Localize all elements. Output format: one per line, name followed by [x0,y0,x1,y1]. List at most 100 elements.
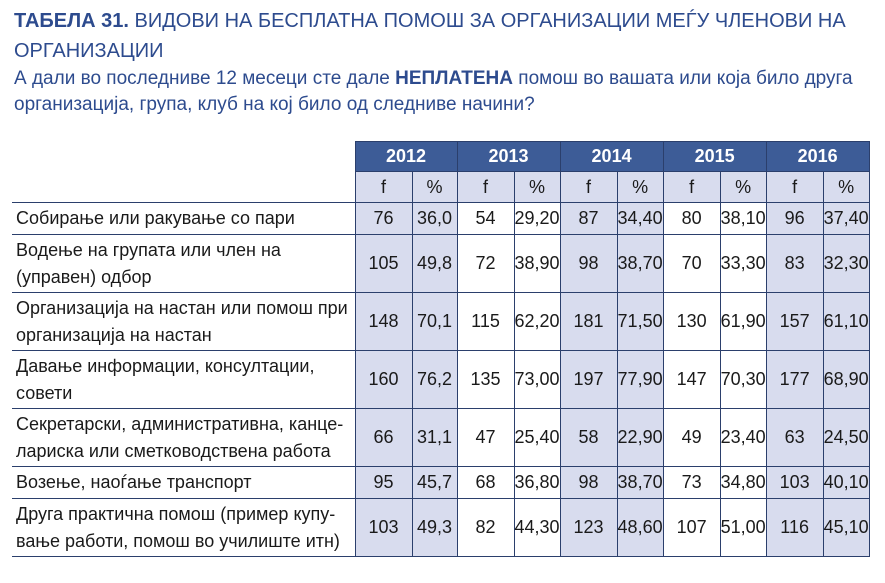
row-label: Собирање или ракување со пари [12,202,356,235]
percent-cell: 49,8 [411,234,458,293]
percent-cell: 38,90 [513,234,561,293]
frequency-cell: 197 [559,350,618,409]
year-header-cell: 2012 [354,141,458,172]
frequency-cell: 49 [662,408,721,467]
year-header-cell: 2016 [765,141,870,172]
frequency-header-cell: f [559,171,618,203]
table-row: Водење на групата или член на (управен) … [12,234,870,293]
sub-header-row: f % f % f % f % f % [12,171,870,203]
question-emphasis: НЕПЛАТЕНА [395,68,514,89]
percent-cell: 34,80 [719,466,767,499]
frequency-cell: 80 [662,202,721,235]
percent-cell: 34,40 [616,202,664,235]
percent-cell: 25,40 [513,408,561,467]
row-label: Водење на групата или член на (управен) … [12,234,356,293]
frequency-header-cell: f [456,171,515,203]
percent-cell: 71,50 [616,292,664,351]
percent-header-cell: % [616,171,664,203]
data-table: 2012 2013 2014 2015 2016 f % f % f % f %… [12,141,870,557]
percent-cell: 77,90 [616,350,664,409]
frequency-cell: 83 [765,234,824,293]
frequency-cell: 107 [662,498,721,557]
frequency-cell: 123 [559,498,618,557]
percent-cell: 36,80 [513,466,561,499]
frequency-cell: 47 [456,408,515,467]
table-question: А дали во последниве 12 месеци сте дале … [14,66,874,118]
frequency-cell: 73 [662,466,721,499]
percent-header-cell: % [411,171,458,203]
frequency-cell: 54 [456,202,515,235]
row-label: Друга практична помош (пример купу­вање … [12,498,356,557]
frequency-cell: 105 [354,234,413,293]
table-row: Возење, наоѓање транспорт 95 45,7 68 36,80 98… [12,466,870,499]
row-label: Давање информации, консултации, совети [12,350,356,409]
percent-cell: 29,20 [513,202,561,235]
percent-cell: 33,30 [719,234,767,293]
year-header-cell: 2015 [662,141,767,172]
frequency-header-cell: f [765,171,824,203]
row-label: Организација на настан или помош при орг… [12,292,356,351]
frequency-cell: 103 [354,498,413,557]
percent-cell: 38,70 [616,234,664,293]
row-label: Возење, наоѓање транспорт [12,466,356,499]
frequency-cell: 66 [354,408,413,467]
frequency-header-cell: f [354,171,413,203]
frequency-cell: 115 [456,292,515,351]
year-header-cell: 2014 [559,141,664,172]
frequency-cell: 98 [559,234,618,293]
header-blank-cell [12,142,355,172]
frequency-cell: 103 [765,466,824,499]
frequency-cell: 130 [662,292,721,351]
percent-cell: 32,30 [822,234,870,293]
percent-cell: 70,30 [719,350,767,409]
percent-cell: 38,10 [719,202,767,235]
question-text-start: А дали во последниве 12 месеци сте дале [14,68,396,89]
table-row: Друга практична помош (пример купу­вање … [12,498,870,557]
percent-cell: 45,10 [822,498,870,557]
percent-header-cell: % [719,171,767,203]
frequency-cell: 148 [354,292,413,351]
table-title-text: ВИДОВИ НА БЕСПЛАТНА ПОМОШ ЗА ОРГАНИЗАЦИИ… [14,10,846,62]
percent-cell: 40,10 [822,466,870,499]
percent-cell: 48,60 [616,498,664,557]
frequency-cell: 96 [765,202,824,235]
percent-cell: 44,30 [513,498,561,557]
frequency-cell: 63 [765,408,824,467]
table-title: ТАБЕЛА 31. ВИДОВИ НА БЕСПЛАТНА ПОМОШ ЗА … [14,6,874,66]
frequency-cell: 76 [354,202,413,235]
percent-cell: 61,90 [719,292,767,351]
table-row: Секретарски, административна, канце­лари… [12,408,870,467]
percent-cell: 70,1 [411,292,458,351]
frequency-cell: 177 [765,350,824,409]
percent-cell: 76,2 [411,350,458,409]
percent-header-cell: % [822,171,870,203]
frequency-cell: 181 [559,292,618,351]
percent-cell: 61,10 [822,292,870,351]
frequency-cell: 87 [559,202,618,235]
header-blank-cell [12,172,355,203]
frequency-header-cell: f [662,171,721,203]
frequency-cell: 157 [765,292,824,351]
frequency-cell: 160 [354,350,413,409]
frequency-cell: 147 [662,350,721,409]
table-number: ТАБЕЛА 31. [14,10,129,32]
question-text-end: помош во вашата или која било друга орга… [14,68,853,115]
frequency-cell: 135 [456,350,515,409]
table-row: Собирање или ракување со пари 76 36,0 54 29,… [12,202,870,235]
row-label: Секретарски, административна, канце­лари… [12,408,356,467]
percent-cell: 45,7 [411,466,458,499]
table-row: Давање информации, консултации, совети 16… [12,350,870,409]
percent-cell: 51,00 [719,498,767,557]
percent-cell: 49,3 [411,498,458,557]
percent-cell: 24,50 [822,408,870,467]
frequency-cell: 98 [559,466,618,499]
frequency-cell: 72 [456,234,515,293]
percent-cell: 36,0 [411,202,458,235]
year-header-cell: 2013 [456,141,561,172]
percent-header-cell: % [513,171,561,203]
percent-cell: 31,1 [411,408,458,467]
percent-cell: 68,90 [822,350,870,409]
percent-cell: 23,40 [719,408,767,467]
frequency-cell: 95 [354,466,413,499]
percent-cell: 62,20 [513,292,561,351]
